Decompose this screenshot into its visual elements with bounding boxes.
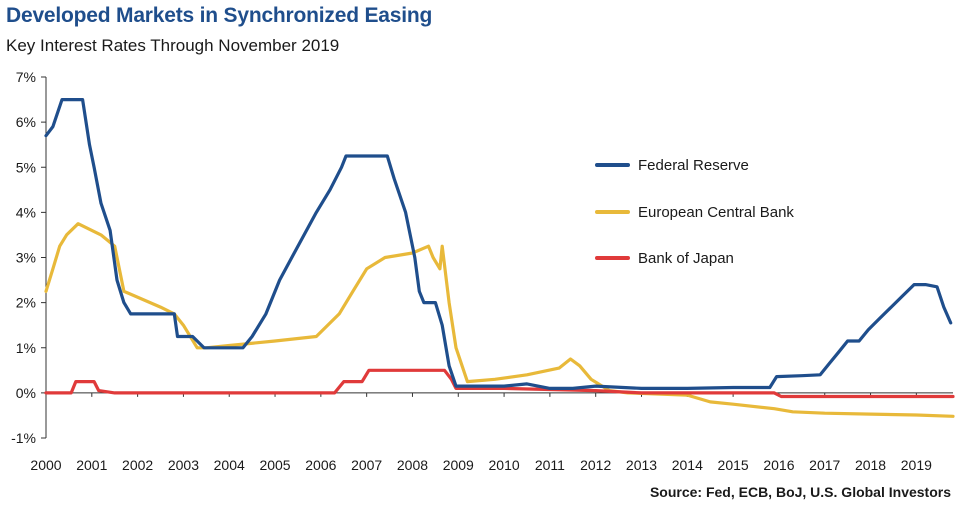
y-tick-label: 0% bbox=[16, 385, 36, 401]
x-tick-label: 2011 bbox=[535, 457, 565, 473]
x-tick-label: 2014 bbox=[672, 457, 703, 473]
x-tick-label: 2013 bbox=[626, 457, 657, 473]
x-tick-label: 2002 bbox=[122, 457, 153, 473]
y-tick-label: 7% bbox=[16, 69, 36, 85]
series-lines bbox=[44, 98, 955, 418]
x-tick-label: 2019 bbox=[901, 457, 932, 473]
x-tick-label: 2001 bbox=[76, 457, 107, 473]
y-tick-label: 5% bbox=[16, 159, 36, 175]
y-tick-label: 6% bbox=[16, 114, 36, 130]
x-tick-label: 2007 bbox=[351, 457, 382, 473]
x-tick-label: 2017 bbox=[809, 457, 840, 473]
x-tick-label: 2015 bbox=[718, 457, 749, 473]
y-tick-label: 3% bbox=[16, 250, 36, 266]
x-tick-label: 2010 bbox=[489, 457, 520, 473]
x-tick-label: 2005 bbox=[259, 457, 290, 473]
legend-label: Bank of Japan bbox=[638, 250, 734, 267]
y-axis: 7% 6% 5% 4% 3% 2% 1% 0% -1% bbox=[11, 69, 47, 446]
series-line-european-central-bank bbox=[44, 222, 955, 418]
legend-label: Federal Reserve bbox=[638, 157, 749, 174]
x-tick-label: 2000 bbox=[30, 457, 61, 473]
chart-subtitle: Key Interest Rates Through November 2019 bbox=[6, 36, 340, 55]
x-tick-label: 2012 bbox=[580, 457, 611, 473]
x-axis: 2000 2001 2002 2003 2004 2005 2006 2007 2008 2009… bbox=[30, 392, 932, 473]
x-tick-label: 2009 bbox=[443, 457, 474, 473]
series-line-bank-of-japan bbox=[44, 368, 955, 399]
x-tick-label: 2006 bbox=[305, 457, 336, 473]
x-tick-label: 2018 bbox=[855, 457, 886, 473]
y-tick-label: -1% bbox=[11, 430, 36, 446]
legend: Federal Reserve European Central Bank Bank… bbox=[595, 157, 794, 267]
y-tick-label: 2% bbox=[16, 295, 36, 311]
x-tick-label: 2008 bbox=[397, 457, 428, 473]
chart-title: Developed Markets in Synchronized Easing bbox=[6, 4, 433, 27]
chart-source: Source: Fed, ECB, BoJ, U.S. Global Inves… bbox=[649, 484, 951, 500]
x-tick-label: 2004 bbox=[214, 457, 245, 473]
x-tick-label: 2016 bbox=[763, 457, 794, 473]
y-tick-label: 4% bbox=[16, 204, 36, 220]
y-tick-label: 1% bbox=[16, 340, 36, 356]
series-line-federal-reserve bbox=[44, 98, 953, 390]
x-tick-label: 2003 bbox=[168, 457, 199, 473]
legend-label: European Central Bank bbox=[638, 204, 794, 221]
